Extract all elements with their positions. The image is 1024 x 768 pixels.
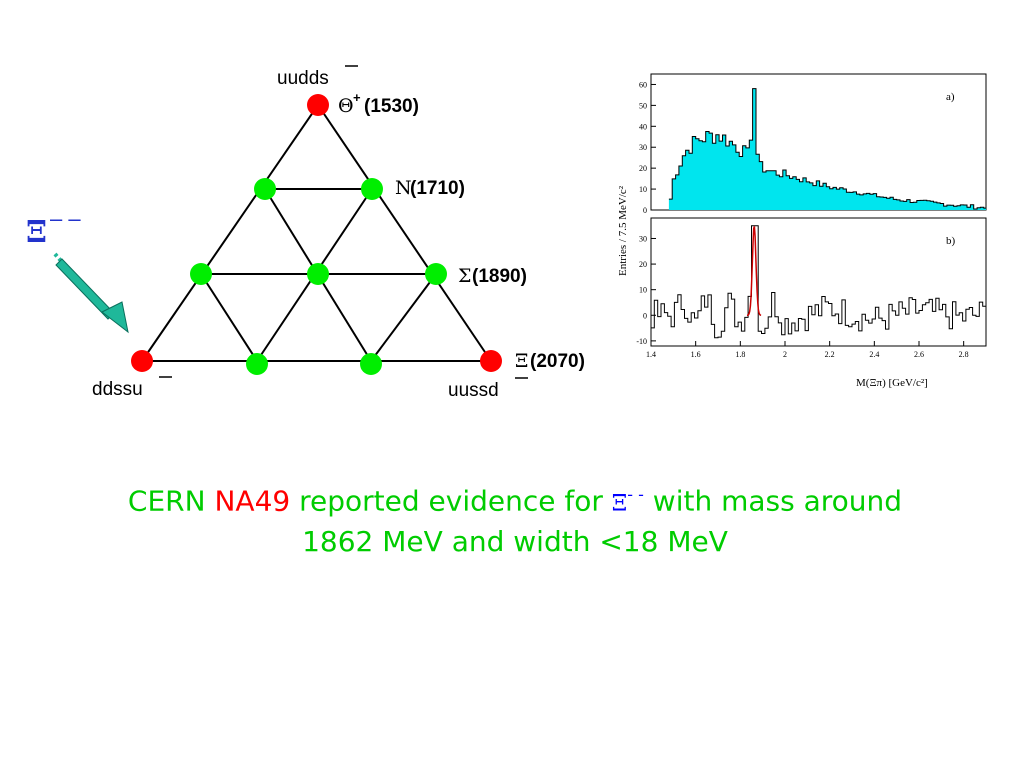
- histogram-series: [651, 225, 986, 339]
- y-tick-label: 30: [639, 143, 647, 152]
- y-tick-label: 40: [639, 122, 647, 131]
- xi-node-mid-left: [246, 353, 268, 375]
- sigma-node-left: [190, 263, 212, 285]
- antidecuplet-diagram: uudds ddssu uussd Θ + (1530) N (1710) Σ …: [26, 65, 585, 401]
- n-mass: (1710): [410, 178, 465, 199]
- x-axis-label: M(Ξπ) [GeV/c²]: [856, 377, 928, 389]
- y-tick-label: 0: [643, 311, 647, 320]
- caption: CERN NA49 reported evidence for Ξ- - wit…: [40, 476, 990, 561]
- n-node-right: [361, 178, 383, 200]
- y-tick-label: -10: [636, 337, 647, 346]
- x-tick-label: 2: [783, 350, 787, 359]
- sigma-mass: (1890): [472, 266, 527, 287]
- y-tick-label: 20: [639, 260, 647, 269]
- x-tick-label: 1.6: [691, 350, 701, 359]
- sigma-node-mid: [307, 263, 329, 285]
- x-tick-label: 2.2: [825, 350, 835, 359]
- caption-line-2: 1862 MeV and width <18 MeV: [302, 525, 728, 559]
- panel-label: a): [946, 91, 955, 103]
- right-quark-content: uussd: [448, 380, 499, 401]
- x-tick-label: 1.4: [646, 350, 656, 359]
- gaussian-fit-peak: [747, 226, 762, 316]
- top-quark-content: uudds: [277, 68, 329, 89]
- xi-symbol: Ξ: [515, 350, 528, 372]
- n-node-left: [254, 178, 276, 200]
- xi-node-right: [480, 350, 502, 372]
- xi-minus-minus-symbol: Ξ: [26, 215, 47, 250]
- panel-b: -10 0 10 20 30 1.4 1.6 1.8 2 2.2 2.4 2.6 2.8 b): [636, 217, 987, 359]
- theta-charge: +: [353, 90, 361, 105]
- caption-text-2: reported evidence for: [290, 484, 612, 518]
- y-tick-label: 10: [639, 286, 647, 295]
- triangle-lines: [141, 104, 492, 362]
- na49-histogram: 0 10 20 30 40 50 60 a) -10 0 10 20 30 1.4 1.6 1.8 2 2.2 2…: [617, 73, 987, 389]
- theta-node: [307, 94, 329, 116]
- histogram-series: [668, 88, 986, 210]
- xi-node-mid-right: [360, 353, 382, 375]
- caption-text-1: CERN: [127, 484, 215, 518]
- panel-label: b): [946, 235, 956, 247]
- n-symbol: N: [395, 177, 412, 199]
- sigma-symbol: Σ: [458, 265, 471, 287]
- theta-mass: (1530): [364, 96, 419, 117]
- y-axis-label: Entries / 7.5 MeV/c²: [617, 185, 629, 276]
- panel-a: 0 10 20 30 40 50 60 a): [639, 73, 987, 215]
- multiplet-nodes: [131, 94, 502, 375]
- y-tick-label: 20: [639, 164, 647, 173]
- caption-na49: NA49: [214, 484, 291, 518]
- left-quark-content: ddssu: [92, 379, 143, 400]
- panel-frame: [650, 217, 987, 347]
- arrow-icon: [53, 252, 129, 334]
- xi-node-left: [131, 350, 153, 372]
- x-tick-label: 1.8: [735, 350, 745, 359]
- x-tick-label: 2.4: [869, 350, 879, 359]
- x-tick-label: 2.6: [914, 350, 924, 359]
- background-fill: [668, 88, 986, 210]
- caption-text-3: with mass around: [643, 484, 903, 518]
- xi-mass: (2070): [530, 351, 585, 372]
- y-tick-label: 60: [639, 80, 647, 89]
- caption-xi-charge: - -: [627, 485, 644, 504]
- caption-xi: Ξ: [611, 491, 628, 517]
- x-tick-label: 2.8: [959, 350, 969, 359]
- sigma-node-right: [425, 263, 447, 285]
- y-tick-label: 50: [639, 101, 647, 110]
- y-tick-label: 10: [639, 185, 647, 194]
- y-tick-label: 30: [639, 234, 647, 243]
- xi-minus-minus-charge: – –: [50, 206, 81, 231]
- y-tick-label: 0: [643, 206, 647, 215]
- theta-symbol: Θ: [338, 95, 354, 117]
